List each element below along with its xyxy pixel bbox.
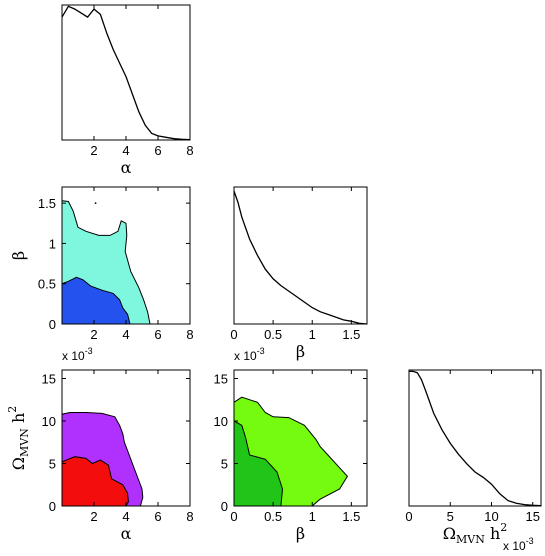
x-axis-label-main: β [296,524,305,543]
x-axis-label-main: α [121,524,132,543]
marginal-curve [409,370,542,507]
x-tick-label: 2 [90,143,97,158]
y-tick-label: 0 [49,317,56,332]
x-tick-label: 8 [186,143,193,158]
marginal-curve [61,5,191,141]
axis-scale-base: x 10 [503,539,526,553]
contour-speck [94,202,97,205]
x-axis-label: α [121,158,132,177]
panel-alpha-marginal: 2 4 6 8 α [61,4,194,177]
y-tick-label: 10 [214,414,228,429]
x-tick-label: 8 [186,327,193,342]
axes-frame [233,369,368,507]
y-axis-label-sup: 2 [6,406,19,413]
axis-scale-exponent: -3 [526,536,534,546]
x-tick-label: 8 [186,509,193,524]
x-axis-label-sup: 2 [500,521,507,534]
axis-scale-multiplier: x 10-3 [503,536,534,553]
x-tick-label: 1.5 [342,327,360,342]
x-axis-label: ΩMVN h2 [443,521,508,546]
y-tick-label: 5 [49,457,56,472]
x-tick-label: 0.5 [264,327,282,342]
panel-beta-marginal: 0 0.5 1 1.5 β x 10-3 [230,186,368,363]
y-tick-label: 0.5 [38,277,56,292]
y-axis-label-sub: MVN [18,428,31,457]
x-tick-label: 0.5 [264,509,282,524]
x-tick-label: 0 [230,327,237,342]
axis-scale-exponent: -3 [85,346,93,356]
x-tick-label: 4 [122,327,129,342]
y-tick-label: 15 [42,372,56,387]
y-axis-label-tail: h [9,413,28,428]
y-tick-label: 5 [221,457,228,472]
x-tick-label: 10 [484,509,498,524]
x-tick-label: 2 [90,327,97,342]
x-tick-label: 5 [447,509,454,524]
x-tick-label: 0 [230,509,237,524]
axes-frame [408,369,542,507]
y-tick-label: 0 [49,499,56,514]
y-tick-label: 0 [221,499,228,514]
x-axis-label: α [121,524,132,543]
y-tick-label: 15 [214,372,228,387]
x-axis-label-main: Ω [443,524,456,543]
x-tick-label: 1 [309,327,316,342]
contour-inner-region [61,276,131,325]
axes-frame [233,186,368,325]
x-axis-label-sub: MVN [456,533,485,546]
y-tick-label: 10 [42,414,56,429]
x-axis-label-main: β [296,342,305,361]
x-tick-label: 15 [526,509,540,524]
axes-frame [61,4,191,141]
x-tick-label: 4 [122,509,129,524]
y-tick-label: 1.5 [38,196,56,211]
y-axis-label-main: β [9,251,28,260]
x-tick-label: 1 [309,509,316,524]
x-tick-label: 6 [154,327,161,342]
contour-inner-region [61,456,129,507]
axis-scale-base: x 10 [234,349,257,363]
x-axis-label: β [296,342,305,361]
contour-inner-region [233,420,284,507]
panel-alpha-beta: 2 4 6 8 0 0.5 1 1.5 β x 10-3 [9,186,194,363]
x-axis-label: β [296,524,305,543]
y-axis-label-main: Ω [9,457,28,470]
x-tick-label: 6 [154,143,161,158]
x-tick-label: 1.5 [342,509,360,524]
x-axis-label-tail: h [485,524,500,543]
panel-beta-omega: 0 0.5 1 1.5 0 5 10 15 β [214,369,368,543]
axis-scale-multiplier: x 10-3 [234,346,265,363]
x-tick-label: 2 [90,509,97,524]
x-tick-label: 6 [154,509,161,524]
axis-scale-exponent: -3 [257,346,265,356]
marginal-curve [233,190,368,325]
y-axis-label: ΩMVN h2 [6,406,31,471]
axis-scale-multiplier: x 10-3 [62,346,93,363]
x-axis-label-main: α [121,158,132,177]
axis-scale-base: x 10 [62,349,85,363]
x-tick-label: 4 [122,143,129,158]
x-tick-label: 0 [405,509,412,524]
y-axis-label: β [9,251,28,260]
y-tick-label: 1 [49,236,56,251]
